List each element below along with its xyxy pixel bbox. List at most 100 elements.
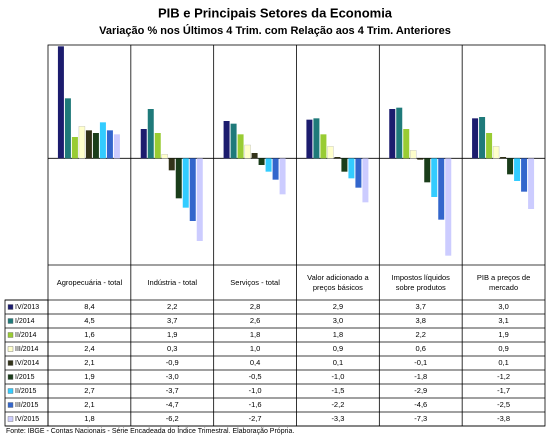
bar (424, 158, 431, 183)
table-value: 1,8 (333, 330, 343, 339)
table-value: -2,2 (331, 400, 344, 409)
bar (362, 158, 369, 203)
bar (445, 158, 452, 256)
bar (279, 158, 286, 195)
bar (99, 122, 106, 159)
table-value: -1,0 (331, 372, 344, 381)
table-value: 2,2 (416, 330, 426, 339)
table-value: 1,9 (84, 372, 94, 381)
legend-swatch (7, 318, 14, 324)
table-value: -1,0 (249, 386, 262, 395)
table-value: -1,7 (497, 386, 510, 395)
table-value: -4,6 (414, 400, 427, 409)
table-value: 2,8 (250, 302, 260, 311)
table-value: 2,9 (333, 302, 343, 311)
bar (161, 154, 168, 159)
table-value: -1,2 (497, 372, 510, 381)
bar (431, 158, 438, 197)
table-value: -1,5 (331, 386, 344, 395)
table-value: 4,5 (84, 316, 94, 325)
bar (306, 119, 313, 159)
bar (507, 158, 514, 175)
table-value: 0,9 (498, 344, 508, 353)
bar (244, 144, 251, 159)
table-value: 3,7 (167, 316, 177, 325)
bar (492, 146, 500, 159)
table-value: 3,0 (333, 316, 343, 325)
bar (189, 158, 196, 221)
table-value: -0,1 (414, 358, 427, 367)
table-value: 1,0 (250, 344, 260, 353)
bar (389, 109, 396, 159)
bar (396, 107, 403, 159)
bar (71, 137, 78, 159)
table-value: 0,1 (498, 358, 508, 367)
bar (251, 153, 258, 159)
bar (341, 158, 348, 172)
category-label: PIB a preços de mercado (476, 272, 531, 292)
table-value: 3,8 (416, 316, 426, 325)
legend-label: IV/2015 (15, 416, 39, 423)
table-value: 8,4 (84, 302, 94, 311)
table-value: 1,6 (84, 330, 94, 339)
bar (327, 146, 334, 159)
legend-label: II/2015 (15, 388, 37, 395)
legend-swatch (7, 416, 14, 422)
table-value: 1,9 (167, 330, 177, 339)
table-value: 0,6 (416, 344, 426, 353)
bar (334, 157, 341, 159)
table-value: 1,9 (498, 330, 508, 339)
table-value: 0,3 (167, 344, 177, 353)
bar (479, 117, 486, 159)
table-value: 2,4 (84, 344, 94, 353)
bar (272, 158, 279, 180)
bar (113, 134, 120, 159)
table-value: 3,1 (498, 316, 508, 325)
legend-swatch (7, 402, 14, 408)
bar (348, 158, 355, 179)
table-value: -2,9 (414, 386, 427, 395)
table-value: -7,3 (414, 414, 427, 423)
table-value: 2,2 (167, 302, 177, 311)
table-value: -2,7 (249, 414, 262, 423)
table-value: 3,0 (498, 302, 508, 311)
legend-label: III/2015 (15, 402, 38, 409)
bar (140, 129, 147, 159)
chart-title: PIB e Principais Setores da Economia (158, 5, 393, 20)
table-value: -1,8 (414, 372, 427, 381)
table-value: 1,8 (84, 414, 94, 423)
table-value: -0,5 (249, 372, 262, 381)
table-value: -0,9 (166, 358, 179, 367)
table-value: 2,7 (84, 386, 94, 395)
bar (417, 158, 424, 160)
bar (106, 130, 113, 159)
bar (154, 133, 161, 159)
bar (258, 158, 265, 165)
table-value: 2,6 (250, 316, 260, 325)
bar (196, 158, 203, 241)
table-value: -3,0 (166, 372, 179, 381)
legend-label: I/2014 (15, 318, 35, 325)
bar (64, 98, 71, 159)
legend-swatch (7, 374, 14, 380)
bar (78, 126, 86, 159)
bar (147, 109, 154, 159)
bar (486, 133, 493, 159)
table-value: 0,4 (250, 358, 260, 367)
bar (410, 150, 417, 159)
bar (472, 118, 479, 159)
bar (438, 158, 445, 220)
bar (320, 134, 327, 159)
legend-swatch (7, 304, 14, 310)
bar (514, 158, 521, 181)
legend-swatch (7, 388, 14, 394)
chart-subtitle: Variação % nos Últimos 4 Trim. com Relaç… (99, 24, 451, 37)
bar (168, 158, 175, 171)
category-label: Agropecuária - total (56, 277, 123, 287)
legend-swatch (7, 360, 14, 366)
table-value: -1,6 (249, 400, 262, 409)
bar (403, 129, 410, 159)
legend-swatch (7, 332, 14, 338)
table-value: -3,3 (331, 414, 344, 423)
